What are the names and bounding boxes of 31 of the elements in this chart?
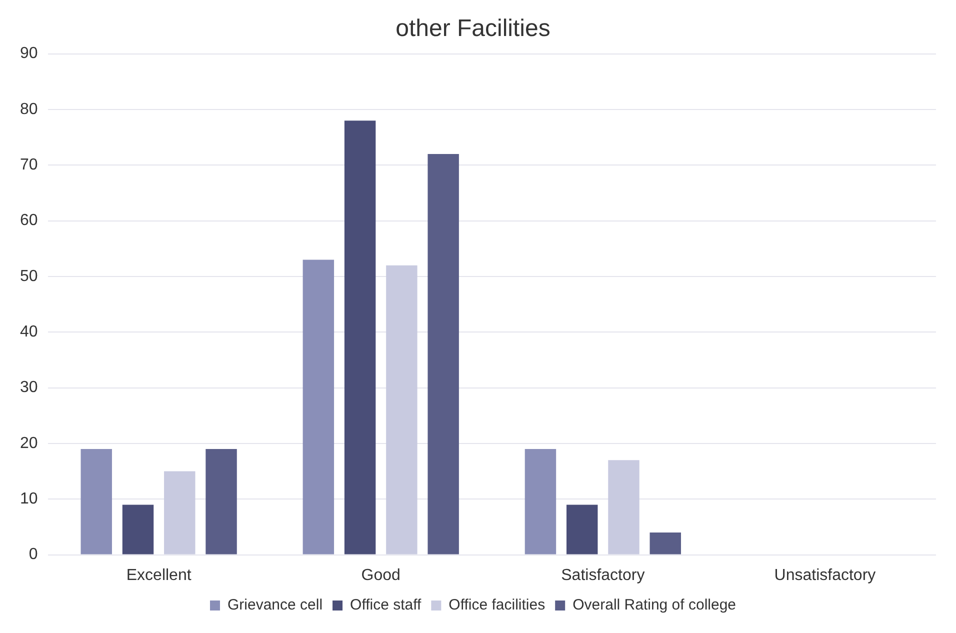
legend-label: Grievance cell	[227, 596, 323, 614]
bar	[386, 265, 418, 554]
y-tick-label: 90	[20, 45, 38, 62]
legend-label: Overall Rating of college	[572, 596, 736, 614]
bar	[524, 449, 556, 554]
y-tick-label: 50	[20, 268, 38, 285]
bar	[206, 449, 237, 554]
legend-label: Office facilities	[448, 596, 546, 614]
x-tick-label: Good	[361, 566, 400, 584]
x-tick-label: Excellent	[126, 566, 192, 584]
x-tick-label: Unsatisfactory	[774, 566, 876, 584]
y-tick-label: 70	[20, 156, 38, 174]
y-tick-label: 60	[20, 212, 38, 230]
y-tick-label: 0	[28, 546, 38, 564]
y-tick-label: 30	[20, 379, 38, 396]
y-tick-label: 80	[20, 100, 38, 118]
bar	[80, 449, 112, 554]
legend-label: Office staff	[350, 596, 422, 614]
bar	[302, 260, 334, 554]
y-tick-label: 40	[20, 324, 38, 341]
y-tick-label: 10	[20, 490, 38, 508]
x-tick-label: Satisfactory	[561, 566, 645, 584]
chart-title: other Facilities	[396, 15, 550, 42]
bar	[650, 532, 681, 554]
bar	[566, 504, 598, 554]
bar	[344, 120, 376, 554]
bar	[164, 471, 196, 554]
bar	[428, 154, 459, 554]
bar	[122, 504, 154, 554]
y-tick-label: 20	[20, 434, 38, 452]
bar	[608, 460, 640, 554]
